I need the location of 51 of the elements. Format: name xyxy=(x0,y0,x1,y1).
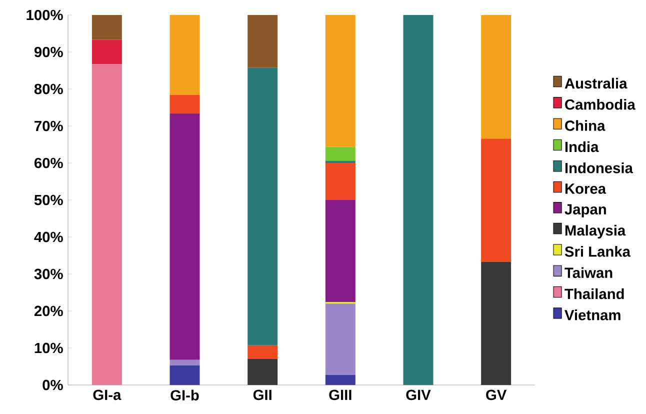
bar xyxy=(325,14,356,147)
bar xyxy=(92,14,122,40)
legend-label: Taiwan xyxy=(564,267,612,278)
bar xyxy=(325,200,356,302)
legend-label: Japan xyxy=(564,204,606,218)
legend-label: China xyxy=(565,120,606,131)
bar xyxy=(481,262,512,385)
bar xyxy=(481,14,512,139)
bar xyxy=(325,162,356,200)
bar xyxy=(248,14,278,68)
y-tick-label: 10% xyxy=(34,342,63,354)
y-tick-label: 40% xyxy=(34,232,63,242)
bar xyxy=(248,358,278,385)
bar xyxy=(481,138,512,262)
legend-label: Malaysia xyxy=(565,224,626,239)
legend-label: Thailand xyxy=(564,288,624,300)
legend-label: Australia xyxy=(564,78,628,89)
legend-label: Vietnam xyxy=(564,310,620,320)
y-tick-label: 0% xyxy=(42,380,63,390)
bar xyxy=(248,68,278,346)
bar xyxy=(170,360,200,366)
bar xyxy=(403,14,434,385)
bar xyxy=(325,146,356,161)
y-tick-label: 100% xyxy=(26,10,63,20)
bar xyxy=(325,304,356,375)
y-tick-label: 60% xyxy=(34,158,63,168)
bar xyxy=(170,113,200,360)
bar xyxy=(248,345,278,359)
bar xyxy=(170,365,200,385)
legend-label: Sri Lanka xyxy=(564,246,631,257)
x-tick-label: GI-a xyxy=(93,390,122,400)
y-tick-label: 50% xyxy=(34,194,63,206)
legend-label: Indonesia xyxy=(565,162,634,174)
legend-label: India xyxy=(565,141,599,152)
bar xyxy=(92,40,122,64)
x-tick-label: GIII xyxy=(329,390,352,400)
bar xyxy=(325,374,356,385)
y-tick-label: 80% xyxy=(34,84,63,94)
x-tick-label: GV xyxy=(486,390,507,400)
bar xyxy=(170,14,200,95)
y-tick-label: 70% xyxy=(34,120,63,132)
y-tick-label: 90% xyxy=(34,46,63,58)
legend-label: Korea xyxy=(565,184,606,194)
legend-label: Cambodia xyxy=(565,99,636,110)
y-tick-label: 20% xyxy=(34,306,63,316)
bar xyxy=(92,64,122,385)
x-tick-label: GIV xyxy=(406,390,431,400)
x-tick-label: GII xyxy=(253,390,272,400)
bar xyxy=(170,94,200,114)
y-tick-label: 30% xyxy=(34,268,63,280)
x-tick-label: GI-b xyxy=(170,390,199,400)
